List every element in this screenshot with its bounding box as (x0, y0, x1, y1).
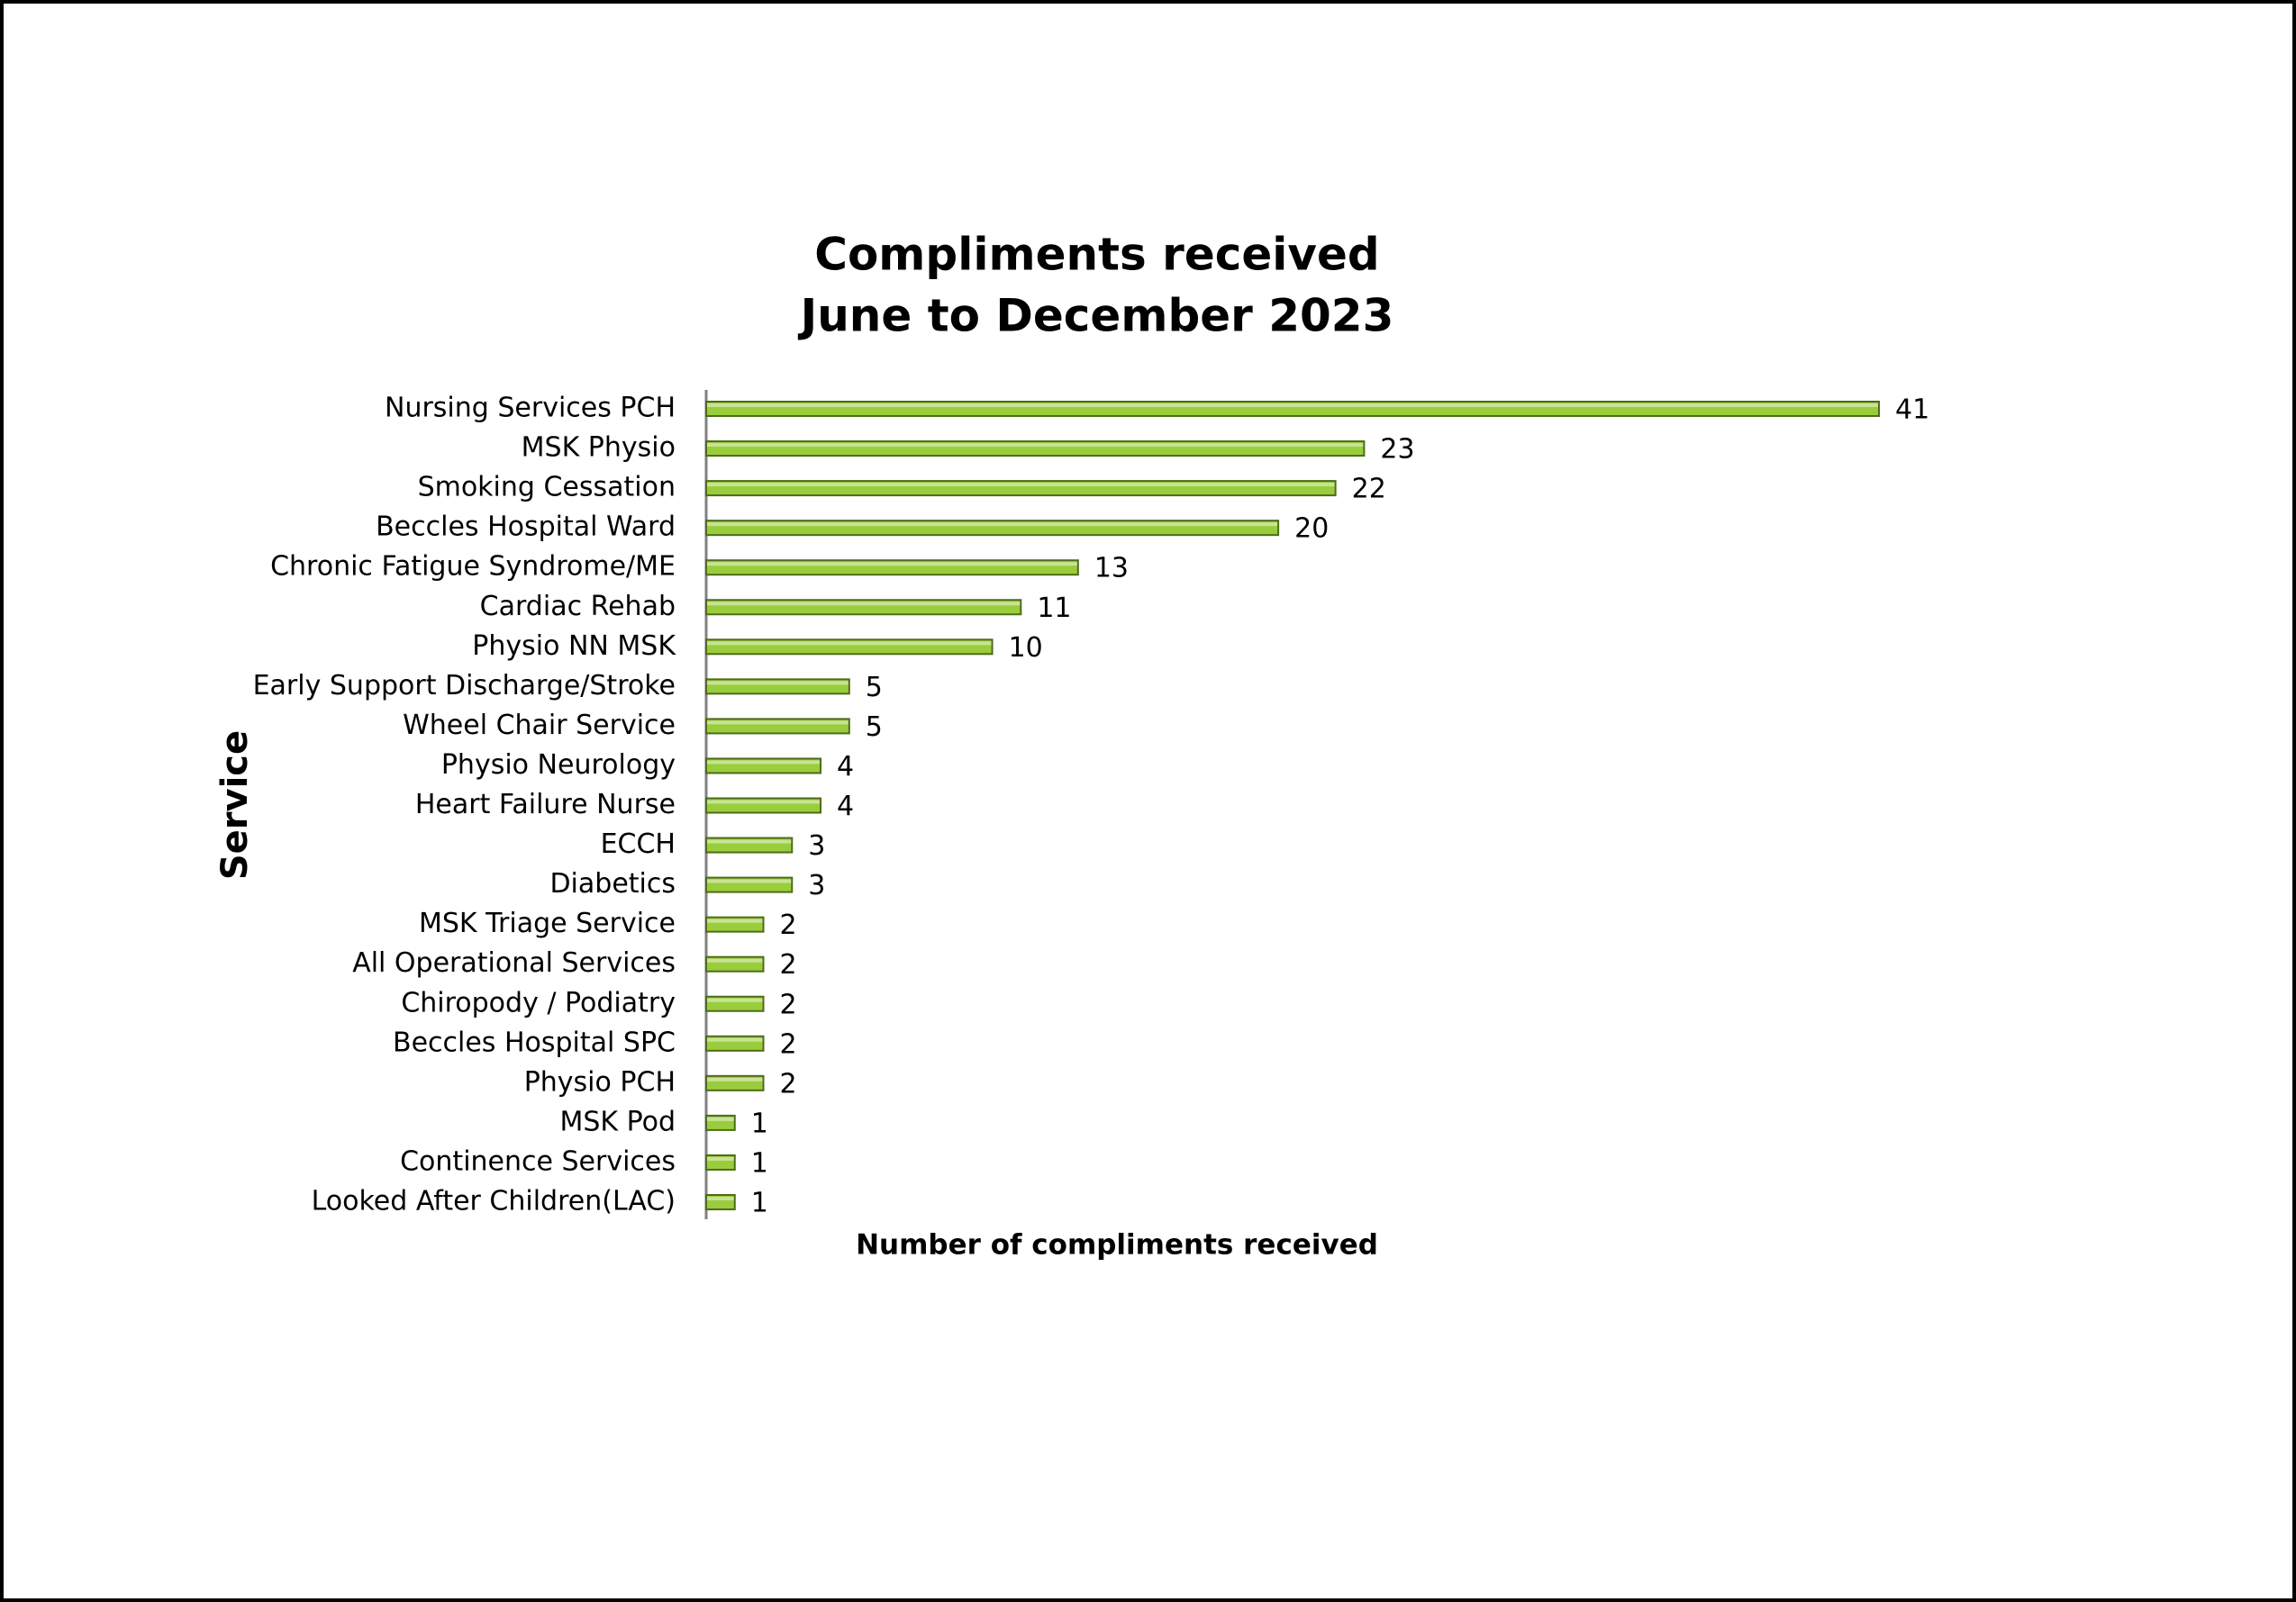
y-tick-label: Beccles Hospital Ward (376, 511, 676, 543)
data-label: 2 (780, 949, 797, 981)
bar-highlight (707, 1156, 734, 1161)
bar (705, 1194, 736, 1210)
bar-highlight (707, 1077, 763, 1082)
data-label: 1 (751, 1188, 768, 1219)
x-axis-title: Number of compliments received (856, 1229, 1378, 1262)
bar-highlight (707, 720, 849, 725)
data-label: 3 (808, 830, 825, 862)
data-label: 1 (751, 1147, 768, 1179)
y-tick-label: Physio Neurology (441, 749, 676, 781)
data-label: 22 (1352, 474, 1386, 505)
bar (705, 1035, 765, 1052)
bar-highlight (707, 1117, 734, 1121)
data-label: 2 (780, 1028, 797, 1060)
y-tick-label: MSK Physio (522, 432, 676, 464)
bar (705, 995, 765, 1012)
y-tick-label: All Operational Services (352, 947, 676, 979)
bar-highlight (707, 958, 763, 963)
bar (705, 559, 1079, 576)
bar (705, 638, 994, 656)
y-tick-label: Beccles Hospital SPC (393, 1027, 676, 1058)
bar (705, 916, 765, 933)
y-tick-label: MSK Triage Service (419, 908, 676, 939)
y-tick-label: Looked After Children(LAC) (312, 1186, 676, 1217)
bar (705, 797, 822, 814)
bar-highlight (707, 839, 792, 844)
y-tick-label: Cardiac Rehab (480, 591, 676, 622)
bar-highlight (707, 1197, 734, 1200)
y-tick-label: Physio PCH (524, 1066, 676, 1098)
data-label: 11 (1037, 593, 1071, 624)
bar (705, 401, 1880, 417)
data-label: 4 (837, 791, 854, 822)
data-label: 23 (1380, 434, 1414, 466)
data-label: 2 (780, 989, 797, 1020)
bar-highlight (707, 602, 1021, 606)
data-label: 2 (780, 910, 797, 941)
bar-highlight (707, 800, 821, 804)
bar (705, 1154, 736, 1171)
data-label: 41 (1895, 394, 1929, 426)
bar (705, 440, 1366, 457)
chart-title: Compliments received (814, 229, 1379, 281)
y-tick-label: Physio NN MSK (472, 630, 676, 662)
y-tick-label: Nursing Services PCH (385, 393, 676, 424)
bar-highlight (707, 403, 1878, 407)
bar (705, 876, 794, 893)
bar (705, 1074, 765, 1091)
chart-subtitle: June to December 2023 (798, 290, 1394, 342)
data-label: 2 (780, 1068, 797, 1100)
bar (705, 520, 1280, 537)
data-label: 10 (1009, 632, 1043, 664)
bar-highlight (707, 1037, 763, 1042)
bar-highlight (707, 879, 792, 883)
y-tick-label: Chiropody / Podiatry (401, 987, 676, 1018)
data-label: 5 (866, 711, 883, 743)
y-tick-label: Continence Services (400, 1145, 676, 1177)
bar-highlight (707, 919, 763, 923)
bar (705, 599, 1022, 616)
bar-highlight (707, 483, 1335, 487)
bar-highlight (707, 681, 849, 685)
bar (705, 1114, 736, 1131)
y-tick-label: ECCH (601, 828, 676, 860)
data-label: 13 (1094, 553, 1129, 584)
bar (705, 480, 1337, 497)
y-tick-label: Chronic Fatigue Syndrome/ME (270, 551, 676, 583)
y-tick-label: Early Support Discharge/Stroke (253, 670, 676, 701)
bar-highlight (707, 562, 1077, 566)
y-tick-label: Diabetics (549, 868, 676, 900)
data-label: 4 (837, 751, 854, 783)
y-tick-label: Smoking Cessation (418, 472, 676, 503)
bar-highlight (707, 641, 992, 646)
data-label: 20 (1294, 513, 1329, 545)
data-label: 3 (808, 870, 825, 901)
bar (705, 757, 822, 774)
bar-highlight (707, 760, 821, 765)
data-label: 5 (866, 672, 883, 703)
bar-highlight (707, 443, 1364, 448)
bar-highlight (707, 998, 763, 1002)
bar (705, 678, 850, 695)
y-tick-label: MSK Pod (559, 1106, 676, 1137)
bar (705, 718, 850, 735)
y-tick-label: Heart Failure Nurse (415, 789, 676, 820)
data-label: 1 (751, 1108, 768, 1139)
bar (705, 955, 765, 973)
y-axis-title: Service (214, 730, 256, 880)
bar (705, 837, 794, 854)
bar-highlight (707, 522, 1278, 527)
y-tick-label: Wheel Chair Service (403, 710, 676, 741)
